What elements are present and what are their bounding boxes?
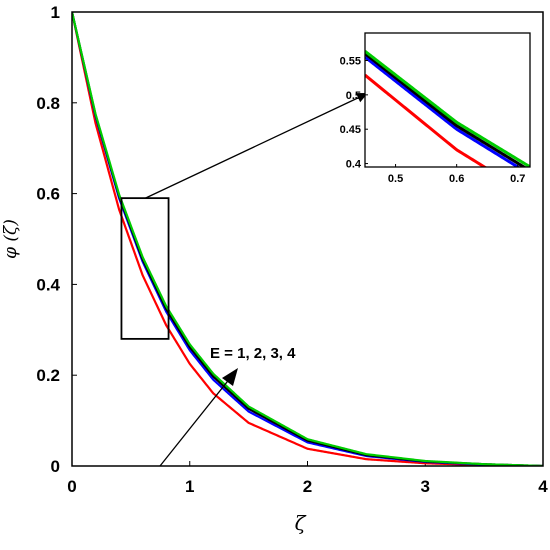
x-tick-label: 0	[67, 477, 76, 496]
y-tick-label: 0	[51, 457, 60, 476]
inset-background	[365, 33, 530, 167]
main-curves	[72, 12, 543, 466]
inset-y-tick-label: 0.45	[340, 124, 361, 136]
inset-curves	[365, 50, 530, 167]
zoom-region-box	[120, 197, 170, 340]
inset-series-line-3	[365, 52, 527, 167]
inset-frame	[364, 32, 531, 168]
x-tick-label: 1	[185, 477, 194, 496]
inset-y-tick-label: 0.55	[340, 55, 361, 67]
series-line-4	[72, 12, 543, 466]
inset-plot: 0.5 0.6 0.7 0.4 0.45 0.5 0.55	[340, 32, 531, 185]
annotation-label: E = 1, 2, 3, 4	[210, 345, 296, 362]
main-ticks: 0 1 2 3 4 0 0.2 0.4 0.6 0.8 1	[36, 3, 548, 496]
inset-series-line-2	[365, 55, 521, 167]
inset-x-tick-label: 0.5	[388, 173, 403, 185]
y-tick-label: 1	[51, 3, 60, 22]
annotation-arrowhead	[222, 368, 238, 386]
annotation-arrow-line	[159, 376, 232, 467]
y-tick-label: 0.2	[36, 366, 60, 385]
inset-series-line-1	[365, 73, 488, 167]
inset-y-tick-label: 0.4	[346, 159, 362, 171]
inset-x-tick-label: 0.6	[449, 173, 464, 185]
x-tick-label: 3	[421, 477, 430, 496]
x-tick-label: 2	[303, 477, 312, 496]
x-axis-label: ζ	[295, 511, 307, 535]
inset-series-line-4	[365, 50, 530, 167]
inset-y-tick-label: 0.5	[346, 90, 361, 102]
inset-x-tick-label: 0.7	[510, 173, 525, 185]
x-tick-label: 4	[538, 477, 548, 496]
zoom-connector-line	[145, 95, 363, 199]
y-tick-label: 0.4	[36, 275, 60, 294]
inset-ticks: 0.5 0.6 0.7 0.4 0.45 0.5 0.55	[340, 55, 526, 185]
y-tick-label: 0.6	[36, 185, 60, 204]
plot-area-frame	[71, 11, 544, 467]
y-axis-label: φ (ζ)	[1, 219, 21, 259]
y-tick-label: 0.8	[36, 94, 60, 113]
